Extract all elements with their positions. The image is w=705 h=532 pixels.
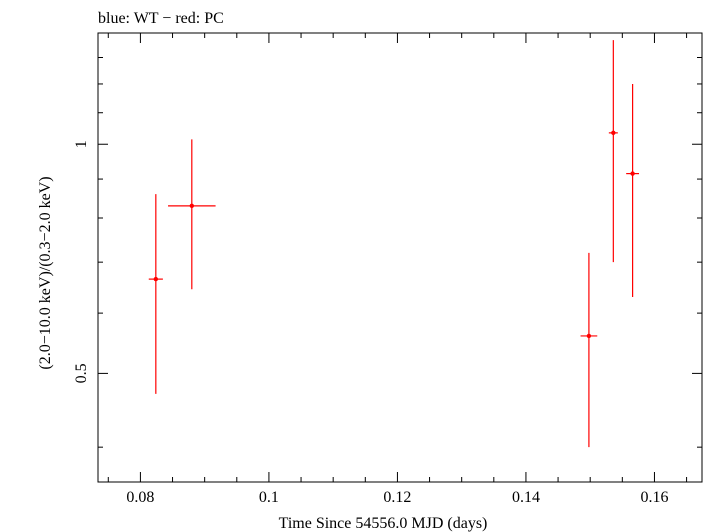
data-point [586, 333, 592, 339]
data-point [153, 276, 159, 282]
x-tick-label: 0.12 [383, 489, 411, 506]
x-tick-label: 0.16 [640, 489, 668, 506]
y-tick-label: 0.5 [73, 363, 90, 383]
x-tick-labels: 0.08 0.1 0.12 0.14 0.16 [126, 489, 668, 506]
chart-caption: blue: WT − red: PC [98, 10, 224, 27]
data-point [611, 130, 616, 136]
x-tick-label: 0.1 [259, 489, 279, 506]
axis-ticks [98, 33, 702, 482]
x-tick-label: 0.14 [512, 489, 540, 506]
x-tick-label: 0.08 [126, 489, 154, 506]
y-tick-labels: 0.51 [73, 140, 90, 383]
y-axis-label: (2.0−10.0 keV)/(0.3−2.0 keV) [37, 176, 54, 369]
data-points [148, 40, 640, 448]
x-axis-label: Time Since 54556.0 MJD (days) [279, 515, 488, 532]
data-point [189, 203, 195, 209]
plot-frame [97, 32, 703, 483]
data-point [630, 171, 635, 176]
y-tick-label: 1 [73, 140, 90, 148]
